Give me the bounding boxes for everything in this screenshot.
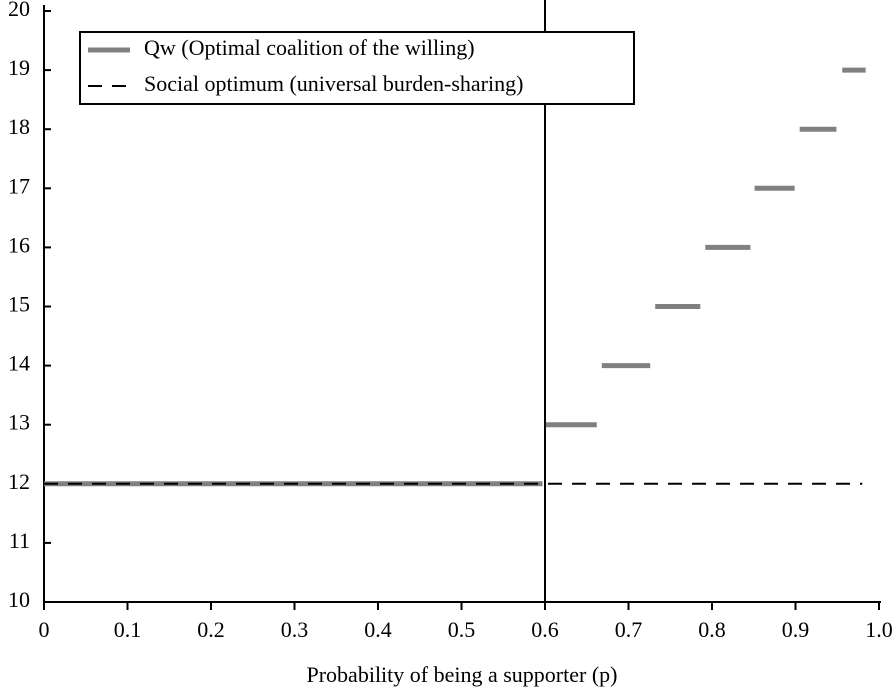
y-tick-label: 20	[8, 0, 30, 21]
y-tick-label: 16	[8, 232, 30, 257]
y-tick-label: 19	[8, 55, 30, 80]
x-tick-label: 0.1	[114, 617, 142, 642]
x-tick-label: 0	[39, 617, 50, 642]
y-tick-label: 18	[8, 114, 30, 139]
x-tick-label: 1.0	[865, 617, 893, 642]
x-tick-label: 0.8	[698, 617, 726, 642]
x-tick-label: 0.6	[531, 617, 559, 642]
x-tick-label: 0.3	[281, 617, 309, 642]
series-line	[44, 67, 866, 487]
x-tick-label: 0.2	[197, 617, 225, 642]
legend-label: Social optimum (universal burden-sharing…	[144, 71, 523, 96]
legend-box	[79, 31, 635, 105]
x-tick-label: 0.7	[615, 617, 643, 642]
y-tick-label: 17	[8, 173, 30, 198]
x-tick-label: 0.5	[448, 617, 476, 642]
x-axis-label: Probability of being a supporter (p)	[307, 662, 618, 687]
y-tick-label: 10	[8, 587, 30, 612]
x-tick-label: 0.9	[782, 617, 810, 642]
y-tick-label: 14	[8, 351, 30, 376]
y-tick-label: 15	[8, 292, 30, 317]
y-tick-label: 11	[9, 528, 30, 553]
x-tick-label: 0.4	[364, 617, 392, 642]
y-tick-label: 12	[8, 469, 30, 494]
legend-label: Qw (Optimal coalition of the willing)	[144, 35, 475, 60]
y-tick-label: 13	[8, 410, 30, 435]
